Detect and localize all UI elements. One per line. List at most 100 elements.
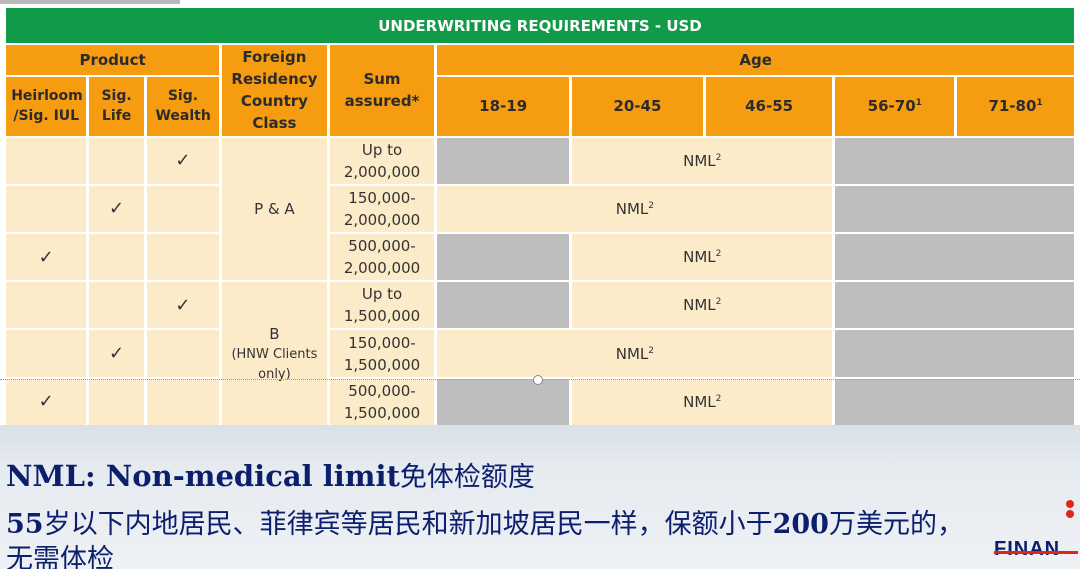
note-line-3: 无需体检 [6,544,114,569]
sum-assured-cell: 150,000- 2,000,000 [329,185,435,233]
check-icon: ✓ [175,150,191,172]
product-heirloom-header: Heirloom /Sig. IUL [6,77,87,136]
nml-cell: NML2 [572,234,833,281]
red-dots-mark [1066,500,1074,526]
nml-definition-cn: 免体检额度 [399,462,535,493]
product-cell: ✓ [6,378,87,425]
sum-line: 2,000,000 [343,259,421,278]
check-icon: ✓ [38,391,54,413]
top-strip [0,0,180,4]
product-cell: ✓ [89,185,144,233]
check-icon: ✓ [109,343,125,365]
nml-definition: NML: Non-medical limit免体检额度 [6,455,535,494]
age-band-20-45: 20-45 [572,77,703,136]
not-applicable-cell [437,234,570,281]
age-header: Age [437,45,1074,76]
footnote-marker: 1 [915,98,922,109]
product-cell [146,234,220,281]
sum-line: 2,000,000 [343,162,421,181]
sum-line: 1,500,000 [343,355,421,374]
footnote-marker: 1 [1036,98,1043,109]
nml-label: NML [615,344,649,363]
sum-assured-cell: 150,000- 1,500,000 [329,330,435,377]
footnote-marker: 2 [648,200,655,211]
age-band-46-55: 46-55 [705,77,833,136]
product-header: Product [6,45,220,76]
table-row: ✓ P & A Up to 2,000,000 NML2 [6,137,1074,281]
sum-line: 1,500,000 [343,307,421,326]
nml-cell: NML2 [437,185,833,233]
footnote-marker: 2 [715,297,722,308]
country-class-cell: B (HNW Clients only) [222,282,327,425]
underwriting-table: UNDERWRITING REQUIREMENTS - USD Product … [3,6,1077,427]
age-band-71-80: 71-801 [957,77,1074,136]
table-row: ✓ 150,000- 2,000,000 NML2 [6,185,1074,233]
resize-handle[interactable] [533,375,543,385]
check-icon: ✓ [38,246,54,268]
sum-line: 2,000,000 [343,210,421,229]
product-sig-wealth-header: Sig. Wealth [146,77,220,136]
nml-cell: NML2 [572,137,833,184]
sum-line: 500,000- [348,237,416,256]
note-text: 岁以下内地居民、菲律宾等居民和新加坡居民一样，保额小于 [43,509,773,540]
product-cell [89,137,144,184]
not-applicable-cell [835,234,1074,281]
note-text: 万美元的， [828,509,964,540]
sum-assured-cell: Up to 1,500,000 [329,282,435,329]
sum-assured-cell: 500,000- 2,000,000 [329,234,435,281]
sum-assured-header-text: Sum assured* [344,70,420,111]
not-applicable-cell [835,282,1074,329]
nml-label: NML [683,392,716,411]
country-class-header: Foreign Residency Country Class [222,45,327,136]
product-label: Sig. Life [101,88,132,125]
product-cell [6,185,87,233]
note-line-2: 55岁以下内地居民、菲律宾等居民和新加坡居民一样，保额小于200万美元的， [6,502,964,541]
notes-panel [0,425,1080,569]
not-applicable-cell [835,185,1074,233]
age-band-18-19: 18-19 [437,77,570,136]
table-row: ✓ B (HNW Clients only) Up to 1,500,000 NM… [6,282,1074,425]
footnote-marker: 2 [715,393,722,404]
product-cell [89,234,144,281]
age-band-label: 20-45 [613,97,662,116]
sum-line: Up to [361,285,403,304]
nml-label: NML [683,296,716,315]
logo-text: FINAN [994,538,1061,560]
country-class-label: B [269,324,280,343]
product-label: Heirloom /Sig. IUL [11,88,83,125]
product-cell [6,282,87,329]
country-class-header-text: Foreign Residency Country Class [231,48,318,133]
not-applicable-cell [835,378,1074,425]
age-band-56-70: 56-701 [835,77,955,136]
product-cell [89,378,144,425]
product-sig-life-header: Sig. Life [89,77,144,136]
age-band-label: 71-80 [988,97,1037,116]
nml-cell: NML2 [437,330,833,377]
product-cell [146,378,220,425]
note-age: 55 [6,509,44,540]
table-row: ✓ 150,000- 1,500,000 NML2 [6,330,1074,377]
sum-assured-cell: 500,000- 1,500,000 [329,378,435,425]
not-applicable-cell [437,137,570,184]
note-amount: 200 [772,509,829,540]
sum-line: 150,000- [348,333,416,352]
country-class-cell: P & A [222,137,327,281]
sum-line: 500,000- [348,381,416,400]
nml-label: NML [683,248,716,267]
nml-label: NML [683,151,716,170]
product-cell: ✓ [146,282,220,329]
table-row: ✓ 500,000- 2,000,000 NML2 [6,234,1074,281]
footnote-marker: 2 [648,345,655,356]
not-applicable-cell [835,137,1074,184]
sum-line: 1,500,000 [343,403,421,422]
age-band-label: 56-70 [867,97,916,116]
product-cell [146,330,220,377]
check-icon: ✓ [109,198,125,220]
age-band-label: 46-55 [745,97,794,116]
sum-assured-header: Sum assured* [329,45,435,136]
nml-cell: NML2 [572,378,833,425]
check-icon: ✓ [175,294,191,316]
product-cell [6,330,87,377]
country-class-label: P & A [254,199,295,218]
country-class-sublabel: (HNW Clients only) [231,346,318,382]
